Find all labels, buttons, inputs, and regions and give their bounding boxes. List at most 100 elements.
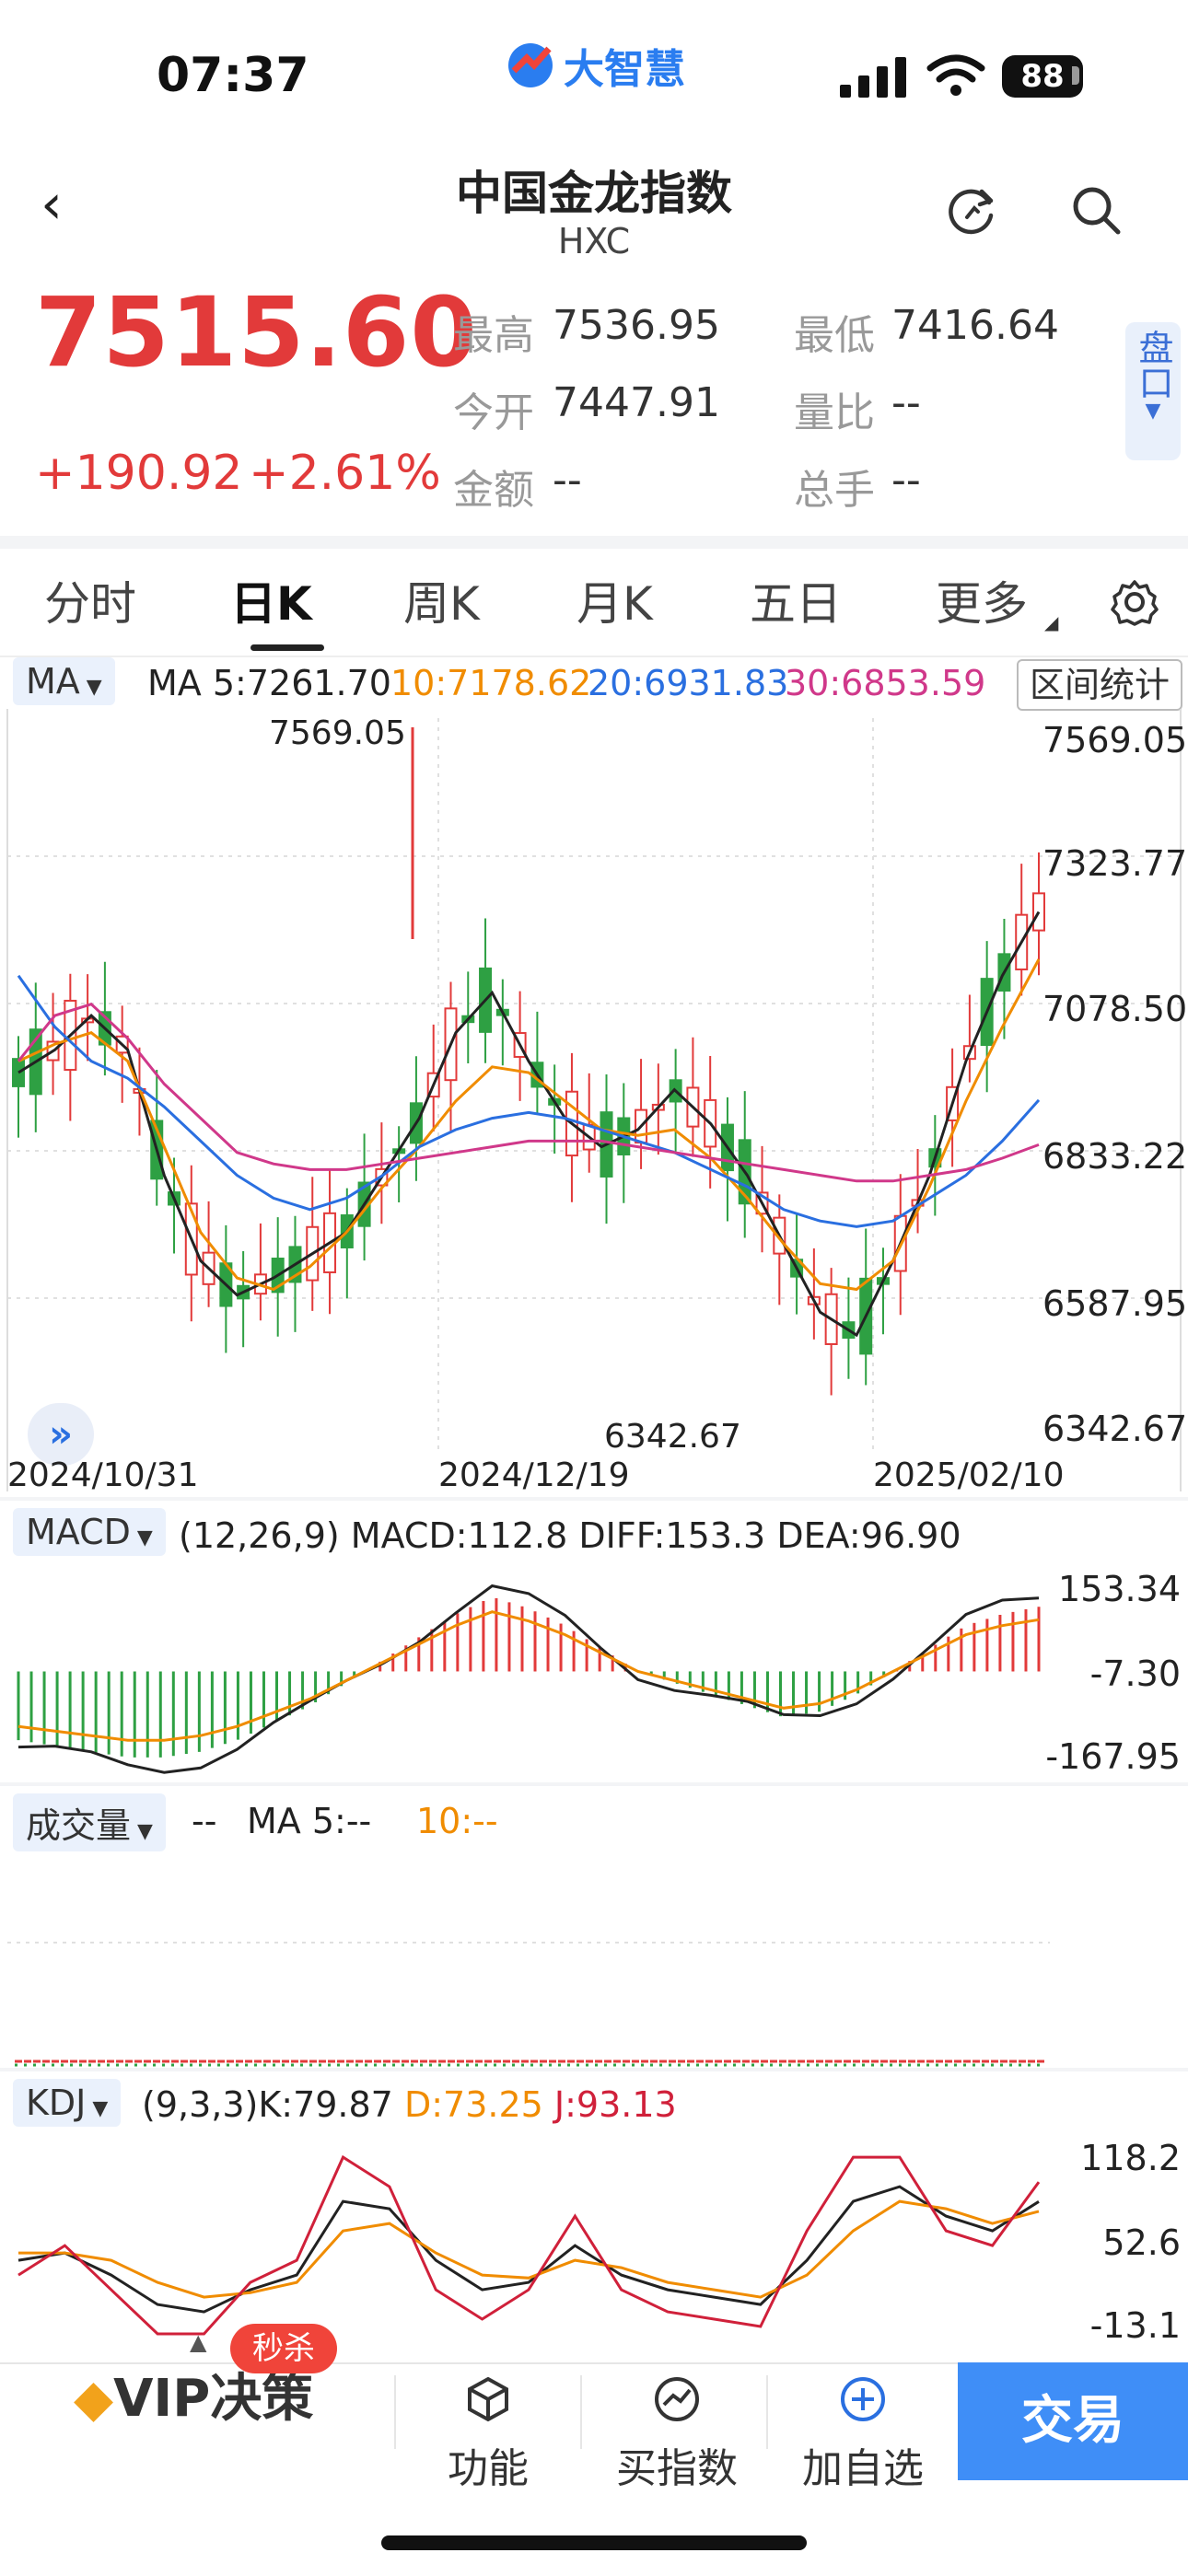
pankou-button[interactable]: 盘口 ▼ (1125, 322, 1181, 460)
back-icon[interactable]: ‹ (41, 172, 63, 237)
range-stats-button[interactable]: 区间统计 (1017, 659, 1182, 711)
macd-caret-icon: ▼ (130, 1526, 153, 1549)
volume-ma10: 10:-- (416, 1801, 498, 1841)
ma-selector-label: MA (26, 661, 80, 702)
battery-icon: 88 (1002, 55, 1083, 98)
stat-label-low: 最低 (794, 312, 875, 359)
tab-weekly-k[interactable]: 周K (403, 577, 480, 631)
status-time: 07:37 (157, 48, 309, 103)
toolbar-separator-2 (580, 2375, 582, 2449)
stat-label-amount: 金额 (453, 467, 534, 514)
search-icon[interactable] (1068, 182, 1124, 238)
date-label-end: 2025/02/10 (873, 1456, 1065, 1494)
kdj-selector[interactable]: KDJ ▼ (13, 2079, 122, 2127)
section-divider (0, 536, 1188, 549)
brand-logo: 大智慧 (505, 37, 689, 94)
candle-axis-3: 7078.50 (1042, 989, 1188, 1029)
kdj-lines (17, 2154, 1041, 2336)
tab-more[interactable]: 更多 (936, 577, 1028, 631)
stat-label-open: 今开 (453, 389, 534, 436)
trade-button[interactable]: 交易 (958, 2362, 1188, 2480)
function-label: 功能 (448, 2445, 529, 2492)
stat-label-volratio: 量比 (794, 389, 875, 436)
candlestick-chart[interactable] (0, 709, 1188, 1501)
pankou-label: 盘口 (1133, 330, 1173, 400)
buy-index-button[interactable]: 买指数 (608, 2373, 746, 2494)
tab-five-day[interactable]: 五日 (750, 577, 842, 631)
macd-axis-mid: -7.30 (1089, 1654, 1181, 1694)
kdj-chart[interactable] (0, 2127, 1188, 2357)
candles (12, 852, 1045, 1396)
macd-selector[interactable]: MACD ▼ (13, 1508, 166, 1556)
volume-chart[interactable] (0, 1851, 1188, 2071)
macd-diff: DIFF:153.3 (578, 1515, 766, 1556)
volume-selector[interactable]: 成交量 ▼ (13, 1793, 166, 1851)
function-button[interactable]: 功能 (433, 2373, 543, 2494)
volume-current: -- (192, 1801, 217, 1841)
tab-monthly-k[interactable]: 月K (577, 577, 653, 631)
kdj-divider (0, 2068, 1188, 2071)
last-price: 7515.60 (35, 276, 478, 389)
vip-decision-button[interactable]: ◆VIP决策 (74, 2357, 313, 2431)
ma-selector[interactable]: MA ▼ (13, 657, 115, 705)
kdj-values: (9,3,3)K:79.87 D:73.25 J:93.13 (142, 2084, 677, 2125)
macd-params-text: (12,26,9) (179, 1515, 340, 1556)
candle-grid (7, 718, 1181, 1455)
pankou-caret-icon: ▼ (1145, 400, 1161, 423)
page-subtitle: HXC (557, 221, 631, 261)
toolbar-separator-3 (766, 2375, 768, 2449)
add-watchlist-label: 加自选 (802, 2445, 924, 2492)
kdj-k: K:79.87 (258, 2084, 393, 2125)
price-change: +190.92 (35, 446, 243, 501)
add-watchlist-button[interactable]: 加自选 (794, 2373, 932, 2494)
gear-icon[interactable] (1109, 576, 1160, 628)
ma-caret-icon: ▼ (79, 676, 102, 699)
macd-params: (12,26,9) MACD:112.8 DIFF:153.3 DEA:96.9… (179, 1515, 961, 1556)
vip-badge: 秒杀 (230, 2324, 337, 2373)
high-label: 7569.05 (269, 714, 406, 752)
macd-lines (17, 1584, 1040, 1774)
volume-ma5: MA 5:-- (247, 1801, 372, 1841)
macd-divider (0, 1497, 1188, 1501)
stat-value-open: 7447.91 (553, 379, 720, 426)
tab-daily-k[interactable]: 日K (230, 577, 312, 631)
refresh-icon[interactable] (945, 182, 1000, 238)
battery-tip (1072, 66, 1079, 85)
page-title: 中国金龙指数 (456, 167, 732, 220)
ma20-value: 20:6931.83 (588, 663, 789, 703)
kdj-params: (9,3,3) (142, 2084, 259, 2125)
stat-value-high: 7536.95 (553, 302, 720, 349)
stat-label-volume: 总手 (794, 467, 875, 514)
stat-value-low: 7416.64 (891, 302, 1059, 349)
kdj-axis-bottom: -13.1 (1089, 2305, 1181, 2346)
candle-axis-1: 7569.05 (1042, 720, 1188, 760)
signal-icon (840, 57, 906, 98)
tab-intraday[interactable]: 分时 (44, 577, 136, 631)
macd-dea-line (17, 1610, 1040, 1742)
macd-chart[interactable] (0, 1565, 1188, 1786)
kdj-caret-icon: ▼ (86, 2097, 109, 2120)
buy-index-label: 买指数 (616, 2445, 738, 2492)
stat-label-high: 最高 (453, 312, 534, 359)
home-indicator (381, 2535, 807, 2550)
candle-axis-5: 6587.95 (1042, 1283, 1188, 1324)
add-icon (841, 2377, 885, 2421)
macd-diff-line (17, 1584, 1040, 1774)
expand-icon[interactable]: » (28, 1403, 94, 1466)
candle-axis-2: 7323.77 (1042, 843, 1188, 884)
vip-caret-icon: ▲ (190, 2329, 207, 2355)
candle-body (1032, 892, 1045, 932)
brand-icon (508, 43, 553, 87)
candle-body (12, 1058, 25, 1087)
kdj-j-line (17, 2154, 1041, 2336)
kdj-d-line (18, 2199, 1040, 2299)
kdj-j: J:93.13 (553, 2084, 677, 2125)
volume-selector-label: 成交量 (26, 1805, 132, 1846)
kdj-axis-mid: 52.6 (1102, 2222, 1181, 2263)
macd-axis-top: 153.34 (1058, 1569, 1181, 1609)
ma10-line (17, 958, 1041, 1292)
date-label-mid: 2024/12/19 (438, 1456, 630, 1494)
kdj-k-line (17, 2185, 1040, 2314)
function-icon (468, 2376, 508, 2422)
wifi-icon (926, 54, 985, 96)
